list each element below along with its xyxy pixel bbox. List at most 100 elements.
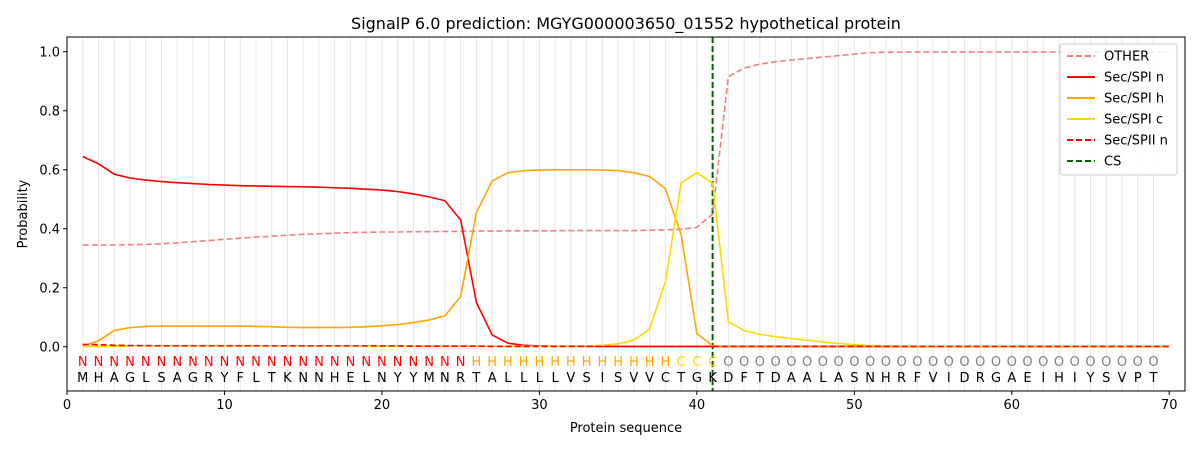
region-label: O xyxy=(991,355,1001,370)
region-label: H xyxy=(613,355,623,370)
residue-label: Y xyxy=(1086,371,1095,386)
residue-label: C xyxy=(661,371,670,386)
residue-label: T xyxy=(471,371,480,386)
region-label: O xyxy=(770,355,780,370)
residue-label: A xyxy=(488,371,497,386)
sequence-annotation: NMNHNANGNLNSNANGNRNYNFNLNTNKNNNNNHNENLNN… xyxy=(77,355,1158,386)
region-label: H xyxy=(487,355,497,370)
x-tick-label: 0 xyxy=(63,398,71,413)
residue-label: F xyxy=(236,371,243,386)
region-label: H xyxy=(503,355,513,370)
region-label: O xyxy=(865,355,875,370)
residue-label: Y xyxy=(393,371,402,386)
residue-label: A xyxy=(110,371,119,386)
residue-label: G xyxy=(991,371,1001,386)
residue-label: N xyxy=(377,371,387,386)
residue-label: I xyxy=(947,371,951,386)
y-tick-label: 1.0 xyxy=(39,45,60,60)
residue-label: V xyxy=(566,371,575,386)
legend-label: Sec/SPI h xyxy=(1104,92,1164,107)
region-label: O xyxy=(896,355,906,370)
grid-lines xyxy=(82,37,1155,391)
residue-label: N xyxy=(865,371,875,386)
residue-label: V xyxy=(1118,371,1127,386)
x-tick-label: 30 xyxy=(531,398,548,413)
region-label: N xyxy=(314,355,324,370)
residue-label: R xyxy=(204,371,213,386)
residue-label: H xyxy=(1054,371,1064,386)
region-label: O xyxy=(818,355,828,370)
region-label: N xyxy=(267,355,277,370)
residue-label: V xyxy=(629,371,638,386)
series-line-4 xyxy=(82,343,1170,348)
residue-label: P xyxy=(1134,371,1142,386)
residue-label: V xyxy=(929,371,938,386)
region-label: N xyxy=(377,355,387,370)
residue-label: R xyxy=(456,371,465,386)
x-tick-label: 20 xyxy=(374,398,391,413)
legend-label: CS xyxy=(1104,155,1121,170)
series-lines xyxy=(82,51,1170,348)
region-label: N xyxy=(251,355,261,370)
series-line-2 xyxy=(82,168,1170,348)
region-label: N xyxy=(172,355,182,370)
region-label: H xyxy=(582,355,592,370)
residue-label: R xyxy=(897,371,906,386)
region-label: N xyxy=(440,355,450,370)
residue-label: L xyxy=(536,371,544,386)
residue-label: L xyxy=(520,371,528,386)
residue-label: N xyxy=(298,371,308,386)
residue-label: D xyxy=(960,371,970,386)
region-label: O xyxy=(755,355,765,370)
residue-label: G xyxy=(692,371,702,386)
region-label: C xyxy=(708,355,717,370)
legend: OTHER Sec/SPI n Sec/SPI h Sec/SPI c Sec/SPII… xyxy=(1059,43,1178,176)
region-label: N xyxy=(409,355,419,370)
legend-label: Sec/SPI n xyxy=(1104,71,1164,86)
residue-label: V xyxy=(645,371,654,386)
region-label: O xyxy=(849,355,859,370)
residue-label: I xyxy=(1073,371,1077,386)
residue-label: E xyxy=(1023,371,1031,386)
legend-label: Sec/SPI c xyxy=(1104,113,1163,128)
region-label: O xyxy=(1117,355,1127,370)
residue-label: N xyxy=(440,371,450,386)
residue-label: T xyxy=(755,371,764,386)
residue-label: A xyxy=(787,371,796,386)
region-label: H xyxy=(472,355,482,370)
region-label: N xyxy=(330,355,340,370)
region-label: O xyxy=(1070,355,1080,370)
residue-label: E xyxy=(346,371,354,386)
residue-label: H xyxy=(94,371,104,386)
x-tick-label: 50 xyxy=(846,398,863,413)
region-label: O xyxy=(739,355,749,370)
region-label: N xyxy=(141,355,151,370)
residue-label: T xyxy=(676,371,685,386)
region-label: O xyxy=(723,355,733,370)
residue-label: S xyxy=(157,371,165,386)
region-label: O xyxy=(1148,355,1158,370)
residue-label: S xyxy=(583,371,591,386)
region-label: O xyxy=(1038,355,1048,370)
residue-label: G xyxy=(188,371,198,386)
region-label: O xyxy=(802,355,812,370)
x-tick-label: 70 xyxy=(1161,398,1178,413)
region-label: N xyxy=(188,355,198,370)
region-label: O xyxy=(912,355,922,370)
legend-label: Sec/SPII n xyxy=(1104,134,1168,149)
residue-label: K xyxy=(283,371,292,386)
region-label: O xyxy=(975,355,985,370)
chart-title: SignalP 6.0 prediction: MGYG000003650_01… xyxy=(351,14,901,34)
residue-label: L xyxy=(252,371,260,386)
region-label: N xyxy=(298,355,308,370)
y-axis: 0.0 0.2 0.4 0.6 0.8 1.0 xyxy=(39,45,67,355)
residue-label: I xyxy=(600,371,604,386)
region-label: N xyxy=(283,355,293,370)
residue-label: F xyxy=(740,371,747,386)
residue-label: A xyxy=(1007,371,1016,386)
region-label: H xyxy=(645,355,655,370)
residue-label: L xyxy=(363,371,371,386)
residue-label: K xyxy=(708,371,717,386)
region-label: H xyxy=(519,355,529,370)
region-label: O xyxy=(1085,355,1095,370)
